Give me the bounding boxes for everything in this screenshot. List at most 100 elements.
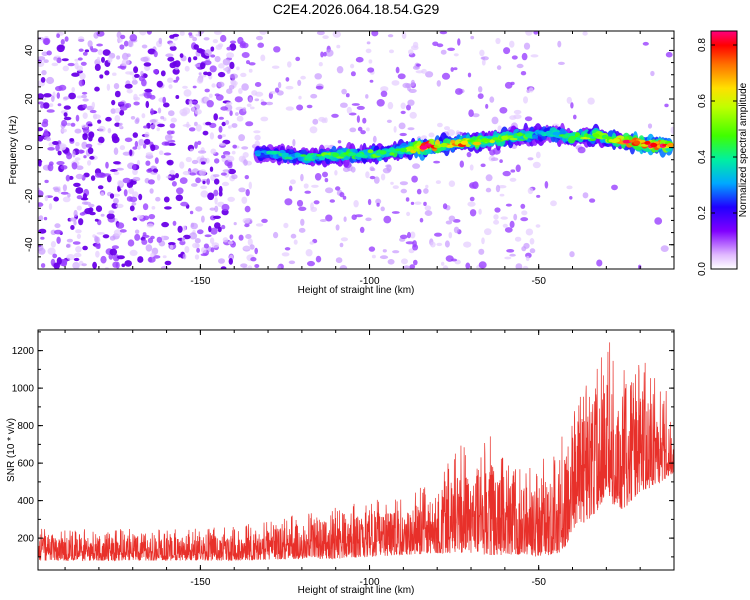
spectrogram-noise-blob (82, 127, 90, 134)
spectrogram-noise-blob (83, 155, 87, 159)
spectrogram-noise-blob (386, 119, 392, 124)
spectrogram-noise-blob (385, 164, 391, 168)
spectrogram-noise-blob (220, 172, 227, 176)
snr-series-line (38, 342, 674, 562)
spectrogram-noise-blob (466, 151, 472, 158)
spectrogram-noise-blob (129, 71, 134, 76)
spectrogram-noise-blob (366, 127, 370, 132)
spectrogram-noise-blob (439, 31, 448, 35)
spectrogram-noise-blob (444, 240, 450, 248)
colorbar-tick-label: 0.8 (697, 38, 708, 52)
spectrogram-signal-blob (389, 152, 395, 156)
spectrogram-noise-blob (341, 88, 347, 95)
spectrogram-noise-blob (47, 247, 56, 255)
spectrogram-noise-blob (218, 258, 225, 264)
spectrogram-noise-blob (233, 222, 237, 226)
spectrogram-signal-blob (512, 135, 521, 139)
spectrogram-noise-blob (557, 61, 565, 65)
spectrogram-noise-blob (319, 219, 327, 222)
spectrogram-noise-blob (219, 142, 226, 146)
spectrogram-noise-blob (424, 210, 433, 217)
spectrogram-noise-blob (214, 56, 221, 63)
spectrogram-noise-blob (339, 265, 348, 269)
spectrogram-noise-blob (51, 62, 59, 67)
spectrogram-noise-blob (143, 62, 152, 67)
spectrogram-noise-blob (66, 238, 73, 243)
spectrogram-noise-blob (182, 170, 191, 176)
spectrogram-noise-blob (109, 193, 115, 199)
spectrogram-noise-blob (366, 41, 371, 45)
spectrogram-noise-blob (323, 51, 327, 57)
spectrogram-noise-blob (292, 139, 296, 147)
spectrogram-noise-blob (203, 71, 209, 76)
spectrogram-noise-blob (132, 217, 138, 222)
spectrogram-noise-blob (245, 234, 252, 239)
spectrogram-noise-blob (197, 229, 204, 235)
spectrogram-noise-blob (92, 261, 97, 269)
spectrogram-noise-blob (113, 83, 120, 90)
spectrogram-noise-blob (76, 205, 82, 211)
spectrogram-signal-blob (323, 154, 333, 158)
spectrogram-noise-blob (485, 187, 492, 193)
spectrogram-noise-blob (69, 217, 77, 222)
spectrogram-noise-blob (189, 172, 196, 176)
snr-y-tick-label: 800 (17, 421, 34, 432)
spectrogram-noise-blob (158, 150, 164, 155)
spectrogram-noise-blob (192, 85, 197, 89)
spectrogram-noise-blob (335, 224, 340, 231)
spectrogram-noise-blob (290, 233, 297, 239)
spectrogram-noise-blob (53, 196, 59, 202)
spectrogram-noise-blob (425, 184, 429, 189)
spectrogram-noise-blob (343, 216, 347, 222)
spectrogram-noise-blob (164, 260, 172, 266)
spectrogram-noise-blob (68, 175, 74, 180)
spectrogram-noise-blob (88, 131, 95, 139)
spectrogram-noise-blob (201, 246, 207, 254)
spectrogram-noise-blob (116, 222, 125, 229)
spectrogram-noise-blob (150, 108, 154, 116)
spectrogram-noise-blob (122, 151, 131, 156)
spectrogram-noise-blob (205, 121, 212, 126)
spectrogram-noise-blob (248, 181, 252, 190)
spectrogram-noise-blob (161, 221, 170, 228)
spectrogram-noise-blob (168, 242, 176, 246)
spectrogram-noise-blob (146, 168, 153, 173)
spectrogram-noise-blob (113, 198, 119, 204)
spectrogram-noise-blob (94, 86, 100, 92)
spectrogram-noise-blob (63, 112, 68, 117)
spectrogram-noise-blob (194, 141, 198, 149)
spectrogram-noise-blob (405, 241, 414, 245)
spectrogram-noise-blob (80, 61, 87, 66)
spectrogram-noise-blob (350, 63, 355, 69)
spectrogram-noise-blob (78, 218, 84, 226)
spectrogram-noise-blob (285, 77, 290, 82)
spectrogram-noise-blob (195, 206, 203, 212)
spectrogram-noise-blob (179, 177, 188, 185)
spectrogram-noise-blob (98, 125, 106, 133)
spectrogram-noise-blob (144, 88, 153, 93)
spectrogram-noise-blob (172, 220, 177, 226)
spectrogram-noise-blob (477, 93, 484, 99)
spectrogram-noise-blob (147, 237, 154, 244)
spectrogram-noise-blob (220, 106, 229, 111)
spectrogram-noise-blob (194, 254, 200, 260)
spectrogram-noise-blob (424, 205, 432, 211)
spectrogram-noise-blob (510, 81, 515, 86)
spectrogram-noise-blob (63, 105, 71, 110)
spectrogram-noise-blob (353, 200, 359, 208)
spectrogram-noise-blob (102, 49, 111, 56)
spectrogram-noise-blob (190, 222, 195, 228)
spectrogram-noise-blob (467, 201, 476, 207)
spectrogram-noise-blob (40, 103, 44, 109)
spectrogram-noise-blob (69, 138, 75, 142)
spectrogram-noise-blob (97, 119, 102, 124)
spectrogram-noise-blob (152, 168, 159, 173)
spectrogram-noise-blob (185, 156, 192, 163)
spectrogram-noise-blob (175, 194, 183, 202)
spectrogram-noise-blob (331, 113, 339, 118)
spectrogram-noise-blob (400, 188, 407, 194)
spectrogram-noise-blob (309, 126, 318, 134)
spectrogram-noise-blob (436, 242, 443, 247)
spectrogram-noise-blob (85, 143, 93, 148)
snr-x-label: Height of straight line (km) (298, 585, 415, 596)
